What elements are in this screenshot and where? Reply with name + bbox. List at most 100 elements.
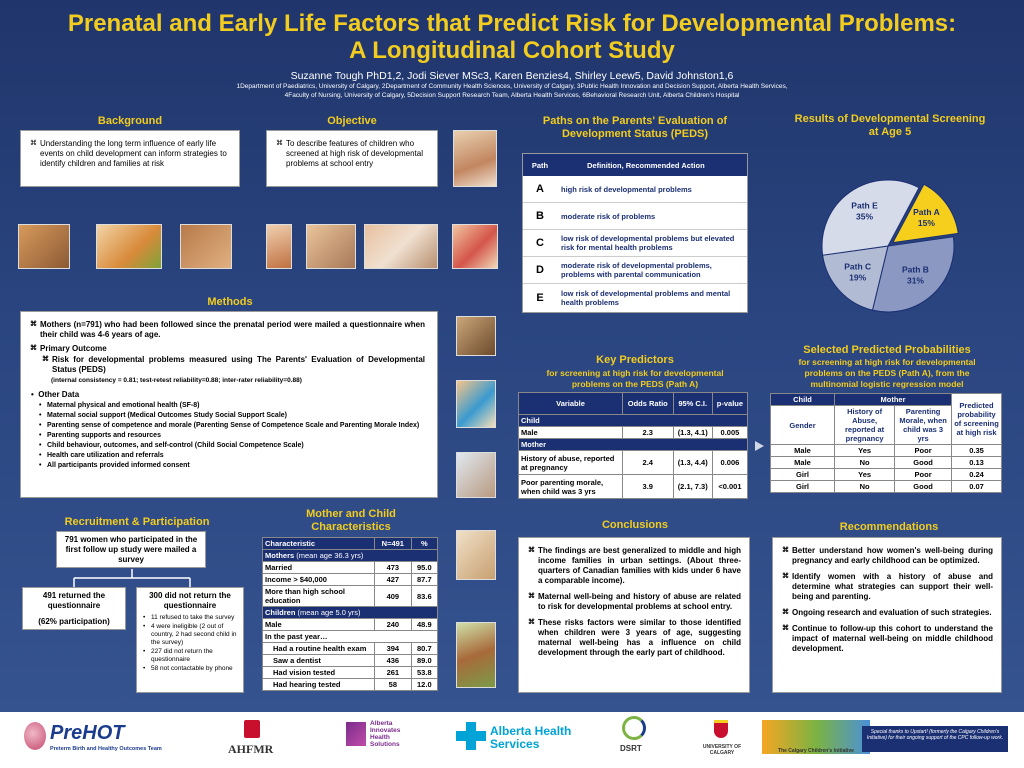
ahs-logo-text: Alberta Health Services — [490, 725, 571, 751]
peds-path-definition: low risk of developmental problems and m… — [561, 288, 731, 307]
recommendation-item: Identify women with a history of abuse a… — [781, 572, 993, 602]
photo-child-swing — [456, 622, 496, 688]
cell: Saw a dentist — [262, 654, 375, 667]
cell: Income > $40,000 — [262, 573, 375, 586]
conclusions-box: The findings are best generalized to mid… — [518, 537, 750, 693]
cell: 48.9 — [410, 618, 439, 631]
photo-mother-child — [266, 224, 292, 269]
prehot-logo-text: PreHOT — [50, 722, 125, 744]
pie-slice-value: 31% — [907, 275, 924, 285]
kp-section-row: Child — [518, 414, 748, 427]
peds-path-definition: high risk of developmental problems — [561, 184, 692, 194]
cell: 2.4 — [622, 450, 674, 475]
recruitment-reason: 4 were ineligible (2 out of country, 2 h… — [143, 623, 239, 647]
conclusion-item: Maternal well-being and history of abuse… — [527, 592, 741, 612]
cell: 0.13 — [951, 456, 1002, 469]
objective-heading: Objective — [327, 115, 377, 127]
cell: 3.9 — [622, 474, 674, 499]
cell: 409 — [374, 585, 412, 607]
arrow-right-icon — [755, 441, 764, 451]
pie-slice-label: Path A — [913, 207, 940, 217]
pie-slice-label: Path B — [902, 264, 929, 274]
photo-family-book — [456, 316, 496, 356]
pie-slice-path-c — [822, 245, 889, 311]
uofc-logo-text: UNIVERSITY OF CALGARY — [702, 744, 742, 756]
thanks-note: Special thanks to Upstart! (formerly the… — [862, 726, 1008, 752]
peds-path-letter: D — [523, 264, 557, 276]
cell: 83.6 — [410, 585, 439, 607]
aihs-line: Solutions — [370, 741, 400, 748]
photo-child-dressup — [453, 130, 497, 187]
table-row: Had a routine health exam 394 80.7 — [262, 642, 439, 655]
methods-other-item: Maternal physical and emotional health (… — [39, 401, 425, 410]
aihs-logo-icon — [346, 722, 366, 746]
table-row: Male 2.3 (1.3, 4.1) 0.005 — [518, 426, 749, 439]
methods-box: Mothers (n=791) who had been followed si… — [20, 311, 438, 498]
cell: 394 — [374, 642, 412, 655]
recruitment-returned-text: 491 returned the questionnaire — [42, 591, 106, 610]
kp-section-row: Mother — [518, 438, 748, 451]
pie-slice-value: 19% — [849, 272, 866, 282]
aihs-line: Alberta — [370, 720, 393, 727]
affiliations-line1: 1Department of Paediatrics, University o… — [236, 83, 788, 90]
key-predictors-heading: Key Predictors — [596, 354, 674, 366]
recruitment-not-returned-title: 300 did not return the questionnaire — [149, 591, 231, 610]
background-text: Understanding the long term influence of… — [29, 139, 231, 169]
recommendation-item: Continue to follow-up this cohort to und… — [781, 624, 993, 654]
cell: 473 — [374, 561, 412, 574]
cell: Had vision tested — [262, 666, 375, 679]
recruitment-returned-box: 491 returned the questionnaire (62% part… — [22, 587, 126, 630]
table-row: Male 240 48.9 — [262, 618, 439, 631]
cell: 53.8 — [410, 666, 439, 679]
col-header: 95% C.I. — [672, 392, 713, 415]
methods-other-data-label: Other Data — [38, 390, 80, 399]
photo-child-tablet — [456, 452, 496, 498]
methods-other-item: Child behaviour, outcomes, and self-cont… — [39, 441, 425, 450]
every-kid-logo — [762, 720, 870, 754]
methods-item-mothers: Mothers (n=791) who had been followed si… — [29, 320, 425, 340]
table-row: Had vision tested 261 53.8 — [262, 666, 439, 679]
methods-other-item: Parenting supports and resources — [39, 431, 425, 440]
peds-header-row: Path Definition, Recommended Action — [523, 154, 747, 176]
col-header: Gender — [770, 405, 835, 445]
methods-other-item: Maternal social support (Medical Outcome… — [39, 411, 425, 420]
peds-path-letter: C — [523, 237, 557, 249]
affiliations-line2: 4Faculty of Nursing, University of Calga… — [284, 92, 740, 99]
key-predictors-sub-2: problems on the PEDS (Path A) — [571, 379, 699, 389]
cell: Good — [894, 480, 952, 493]
ahs-line: Alberta Health — [490, 724, 572, 738]
cell: No — [833, 456, 896, 469]
kp-header-row: Variable Odds Ratio 95% C.I. p-value — [518, 392, 749, 415]
peds-path-definition: moderate risk of problems — [561, 211, 656, 221]
section-label: Mother — [518, 438, 748, 451]
col-header: Mother — [834, 393, 952, 406]
alberta-health-services-icon — [456, 722, 486, 750]
key-predictors-sub-1: for screening at high risk for developme… — [546, 368, 724, 378]
table-row: Male Yes Poor 0.35 — [770, 444, 1002, 457]
cell: 0.006 — [711, 450, 749, 475]
recruitment-participation-rate: (62% participation) — [38, 617, 110, 626]
pie-slice-path-e — [821, 179, 920, 256]
background-heading: Background — [97, 115, 163, 127]
conclusions-heading: Conclusions — [601, 519, 668, 531]
cell: 427 — [374, 573, 412, 586]
table-row: Girl No Good 0.07 — [770, 480, 1002, 493]
table-row: Girl Yes Poor 0.24 — [770, 468, 1002, 481]
cell: 0.35 — [951, 444, 1002, 457]
prehot-logo-icon — [24, 722, 46, 750]
cell: (2.1, 7.3) — [672, 474, 713, 499]
table-row: Married 473 95.0 — [262, 561, 439, 574]
table-row: History of abuse, reported at pregnancy 2… — [518, 450, 749, 475]
cell: Male — [770, 444, 835, 457]
recommendation-item: Ongoing research and evaluation of such … — [781, 608, 993, 618]
methods-other-data: • Other Data — [31, 390, 80, 399]
objective-box: To describe features of children who scr… — [266, 130, 438, 187]
dsrt-logo-icon — [622, 716, 646, 740]
peds-path-letter: A — [523, 183, 557, 195]
cell: Girl — [770, 468, 835, 481]
pie-slice-value: 15% — [918, 218, 935, 228]
background-box: Understanding the long term influence of… — [20, 130, 240, 187]
recruitment-reason: 11 refused to take the survey — [143, 614, 239, 622]
section-label: Mothers — [265, 551, 295, 560]
key-predictors-table: Variable Odds Ratio 95% C.I. p-value Chi… — [518, 392, 749, 499]
